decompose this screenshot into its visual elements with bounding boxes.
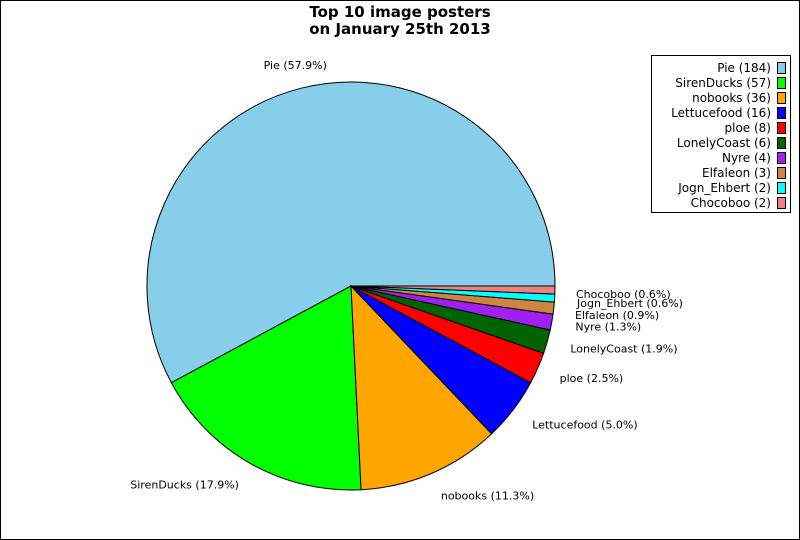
chart-title-line-2: on January 25th 2013 <box>309 20 491 38</box>
slice-label-ploe: ploe (2.5%) <box>560 372 624 385</box>
slice-label-lonelycoast: LonelyCoast (1.9%) <box>570 342 677 355</box>
legend-item-pie: Pie (184) <box>717 60 786 75</box>
legend-swatch <box>777 121 786 134</box>
pie-slice-pie <box>146 81 556 384</box>
legend-label: SirenDucks (57) <box>675 75 771 90</box>
legend-item-sirenducks: SirenDucks (57) <box>675 75 786 90</box>
legend-item-elfaleon: Elfaleon (3) <box>702 165 786 180</box>
pie-slice-chocoboo <box>350 285 556 295</box>
slice-label-nyre: Nyre (1.3%) <box>575 320 641 333</box>
legend-swatch <box>777 136 786 149</box>
legend-swatch <box>777 106 786 119</box>
legend-swatch <box>777 91 786 104</box>
slice-label-nobooks: nobooks (11.3%) <box>441 490 534 503</box>
legend-label: nobooks (36) <box>692 90 771 105</box>
legend-label: ploe (8) <box>724 120 772 135</box>
chart-legend: Pie (184) SirenDucks (57) nobooks (36) Lett… <box>651 55 791 213</box>
slice-label-pie: Pie (57.9%) <box>264 59 327 72</box>
legend-swatch <box>777 166 786 179</box>
legend-swatch <box>777 196 786 209</box>
slice-label-sirenducks: SirenDucks (17.9%) <box>130 479 239 492</box>
legend-label: Nyre (4) <box>722 150 771 165</box>
legend-label: Chocoboo (2) <box>690 195 771 210</box>
legend-label: LonelyCoast (6) <box>676 135 771 150</box>
chart-title: Top 10 image posters on January 25th 201… <box>1 4 799 38</box>
slice-label-lettucefood: Lettucefood (5.0%) <box>532 418 637 431</box>
slice-label-chocoboo: Chocoboo (0.6%) <box>576 288 671 301</box>
legend-item-ploe: ploe (8) <box>724 120 786 135</box>
legend-item-nyre: Nyre (4) <box>722 150 786 165</box>
slice-label-jogn-ehbert: Jogn_Ehbert (0.6%) <box>576 297 683 310</box>
legend-item-jogn-ehbert: Jogn_Ehbert (2) <box>678 180 786 195</box>
legend-label: Elfaleon (3) <box>702 165 771 180</box>
legend-label: Pie (184) <box>717 60 771 75</box>
legend-swatch <box>777 61 786 74</box>
legend-swatch <box>777 76 786 89</box>
legend-item-chocoboo: Chocoboo (2) <box>691 195 786 210</box>
legend-item-lettucefood: Lettucefood (16) <box>671 105 786 120</box>
legend-label: Lettucefood (16) <box>671 105 771 120</box>
chart-title-line-1: Top 10 image posters <box>309 3 491 21</box>
pie-slice-sirenducks <box>170 285 362 491</box>
legend-label: Jogn_Ehbert (2) <box>678 180 771 195</box>
legend-swatch <box>777 181 786 194</box>
legend-item-nobooks: nobooks (36) <box>692 90 786 105</box>
legend-swatch <box>777 151 786 164</box>
slice-label-elfaleon: Elfaleon (0.9%) <box>575 309 659 322</box>
pie-slice-nobooks <box>350 284 493 491</box>
legend-item-lonelycoast: LonelyCoast (6) <box>677 135 786 150</box>
